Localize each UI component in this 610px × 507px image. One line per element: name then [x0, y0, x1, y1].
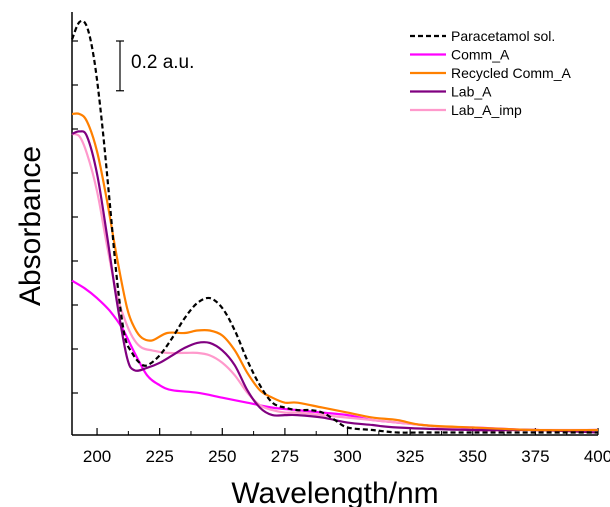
legend: Paracetamol sol. Comm_A Recycled Comm_A Lab…: [405, 26, 593, 122]
y-axis-ticks: [72, 40, 78, 394]
scale-bar-label: 0.2 a.u.: [131, 52, 194, 73]
series-line-paracetamol-sol: [70, 19, 598, 434]
x-tick-label: 275: [271, 447, 299, 466]
x-tick-label: 350: [459, 447, 487, 466]
scale-bar: 0.2 a.u.: [116, 40, 194, 92]
legend-label-lab-a-imp: Lab_A_imp: [451, 102, 522, 118]
legend-label-paracetamol-sol: Paracetamol sol.: [451, 28, 555, 44]
x-tick-label: 225: [145, 447, 173, 466]
legend-label-lab-a: Lab_A: [451, 84, 492, 100]
series-line-recycled-comm-a: [71, 112, 599, 432]
y-axis-title: Absorbance: [14, 146, 47, 306]
x-axis-tick-labels: 200 225 250 275 300 325 350 375 400: [83, 447, 610, 466]
x-tick-label: 200: [83, 447, 111, 466]
legend-label-recycled-comm-a: Recycled Comm_A: [451, 65, 571, 81]
x-tick-label: 250: [208, 447, 236, 466]
x-axis-title: Wavelength/nm: [231, 477, 438, 507]
series-layer: [70, 19, 599, 434]
series-line-lab-a: [71, 130, 599, 434]
x-tick-label: 325: [396, 447, 424, 466]
x-tick-label: 300: [333, 447, 361, 466]
x-tick-label: 375: [521, 447, 549, 466]
legend-label-comm-a: Comm_A: [451, 47, 510, 63]
x-tick-label: 400: [584, 447, 610, 466]
